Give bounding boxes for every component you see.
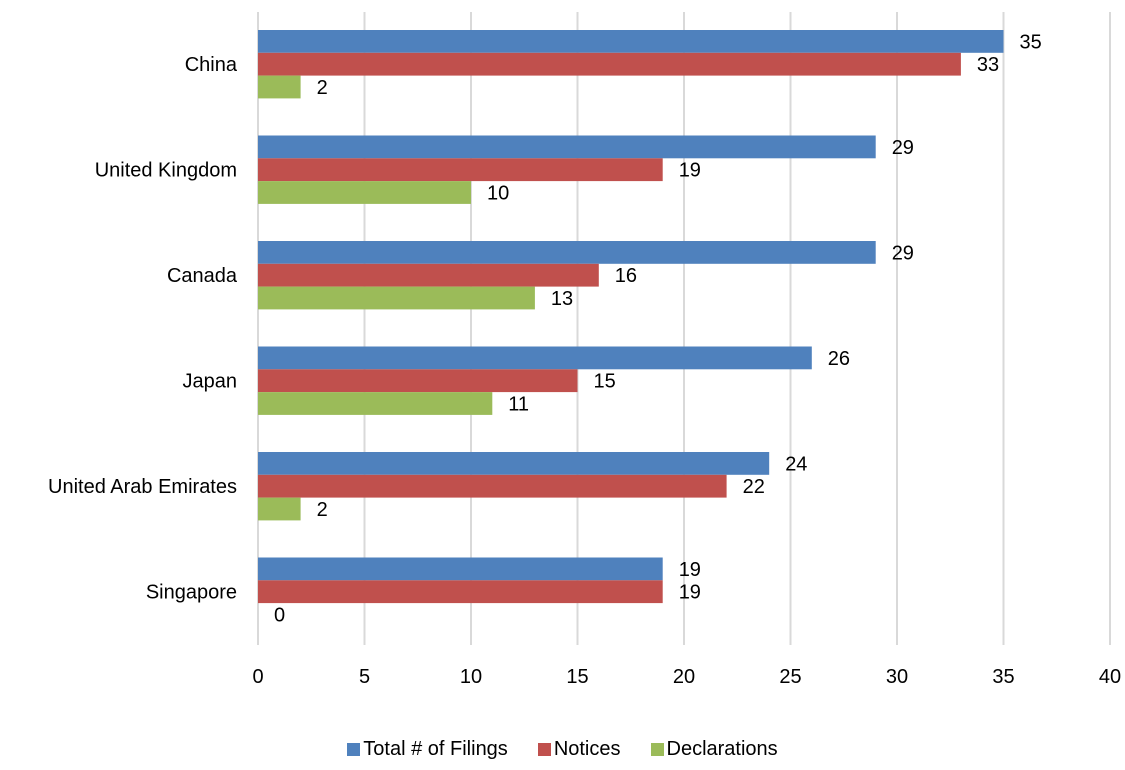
bars — [258, 30, 1004, 604]
x-tick-labels: 0 5 10 15 20 25 30 35 40 — [252, 666, 1121, 688]
x-tick-label: 10 — [460, 666, 482, 688]
bar — [258, 286, 535, 310]
bar — [258, 263, 599, 287]
data-label: 19 — [679, 160, 701, 182]
bar — [258, 241, 876, 264]
bar — [258, 497, 301, 521]
data-label: 2 — [317, 77, 328, 99]
category-label: United Kingdom — [95, 160, 237, 182]
bar — [258, 346, 812, 370]
data-label: 26 — [828, 348, 850, 370]
category-label: China — [185, 54, 238, 76]
gridlines — [257, 12, 1111, 645]
x-tick-label: 0 — [252, 666, 263, 688]
bar — [258, 135, 876, 159]
x-tick-label: 20 — [673, 666, 695, 688]
x-tick-label: 5 — [359, 666, 370, 688]
data-label: 13 — [551, 288, 573, 310]
bar — [258, 30, 1004, 53]
bar — [258, 75, 301, 99]
category-labels: China United Kingdom Canada Japan United Ara… — [48, 54, 238, 604]
data-label: 33 — [977, 54, 999, 76]
x-tick-label: 25 — [779, 666, 801, 688]
bar — [258, 181, 471, 204]
x-tick-label: 15 — [566, 666, 588, 688]
category-label: United Arab Emirates — [48, 476, 237, 498]
legend-item-total: Total # of Filings — [347, 738, 508, 761]
data-label: 15 — [594, 371, 616, 393]
legend-swatch-notices — [537, 743, 551, 756]
bar — [258, 452, 770, 475]
bar — [258, 580, 663, 604]
legend-label-total: Total # of Filings — [363, 738, 508, 760]
bar — [258, 369, 578, 393]
legend-item-notices: Notices — [537, 738, 621, 761]
bar — [258, 392, 493, 415]
data-label: 29 — [892, 137, 914, 159]
legend-swatch-total — [347, 743, 361, 756]
data-label: 2 — [317, 499, 328, 521]
bar — [258, 474, 727, 498]
data-label: 19 — [679, 582, 701, 604]
legend: Total # of Filings Notices Declarations — [0, 738, 1125, 761]
data-label: 19 — [679, 559, 701, 581]
category-label: Singapore — [146, 582, 237, 604]
legend-swatch-declarations — [650, 743, 664, 756]
x-tick-label: 40 — [1099, 666, 1121, 688]
data-label: 0 — [274, 605, 285, 627]
data-label: 29 — [892, 242, 914, 264]
x-tick-label: 30 — [886, 666, 908, 688]
category-label: Canada — [167, 265, 238, 287]
category-label: Japan — [183, 371, 238, 393]
legend-item-declarations: Declarations — [650, 738, 778, 761]
data-label: 10 — [487, 183, 509, 205]
data-label: 22 — [743, 476, 765, 498]
data-label: 16 — [615, 265, 637, 287]
bar — [258, 52, 961, 76]
data-label: 24 — [785, 453, 807, 475]
x-tick-label: 35 — [992, 666, 1014, 688]
legend-label-declarations: Declarations — [666, 738, 778, 760]
data-label: 11 — [508, 394, 529, 416]
bar — [258, 158, 663, 182]
data-label: 35 — [1020, 31, 1042, 53]
bar — [258, 557, 663, 581]
legend-label-notices: Notices — [553, 738, 621, 760]
